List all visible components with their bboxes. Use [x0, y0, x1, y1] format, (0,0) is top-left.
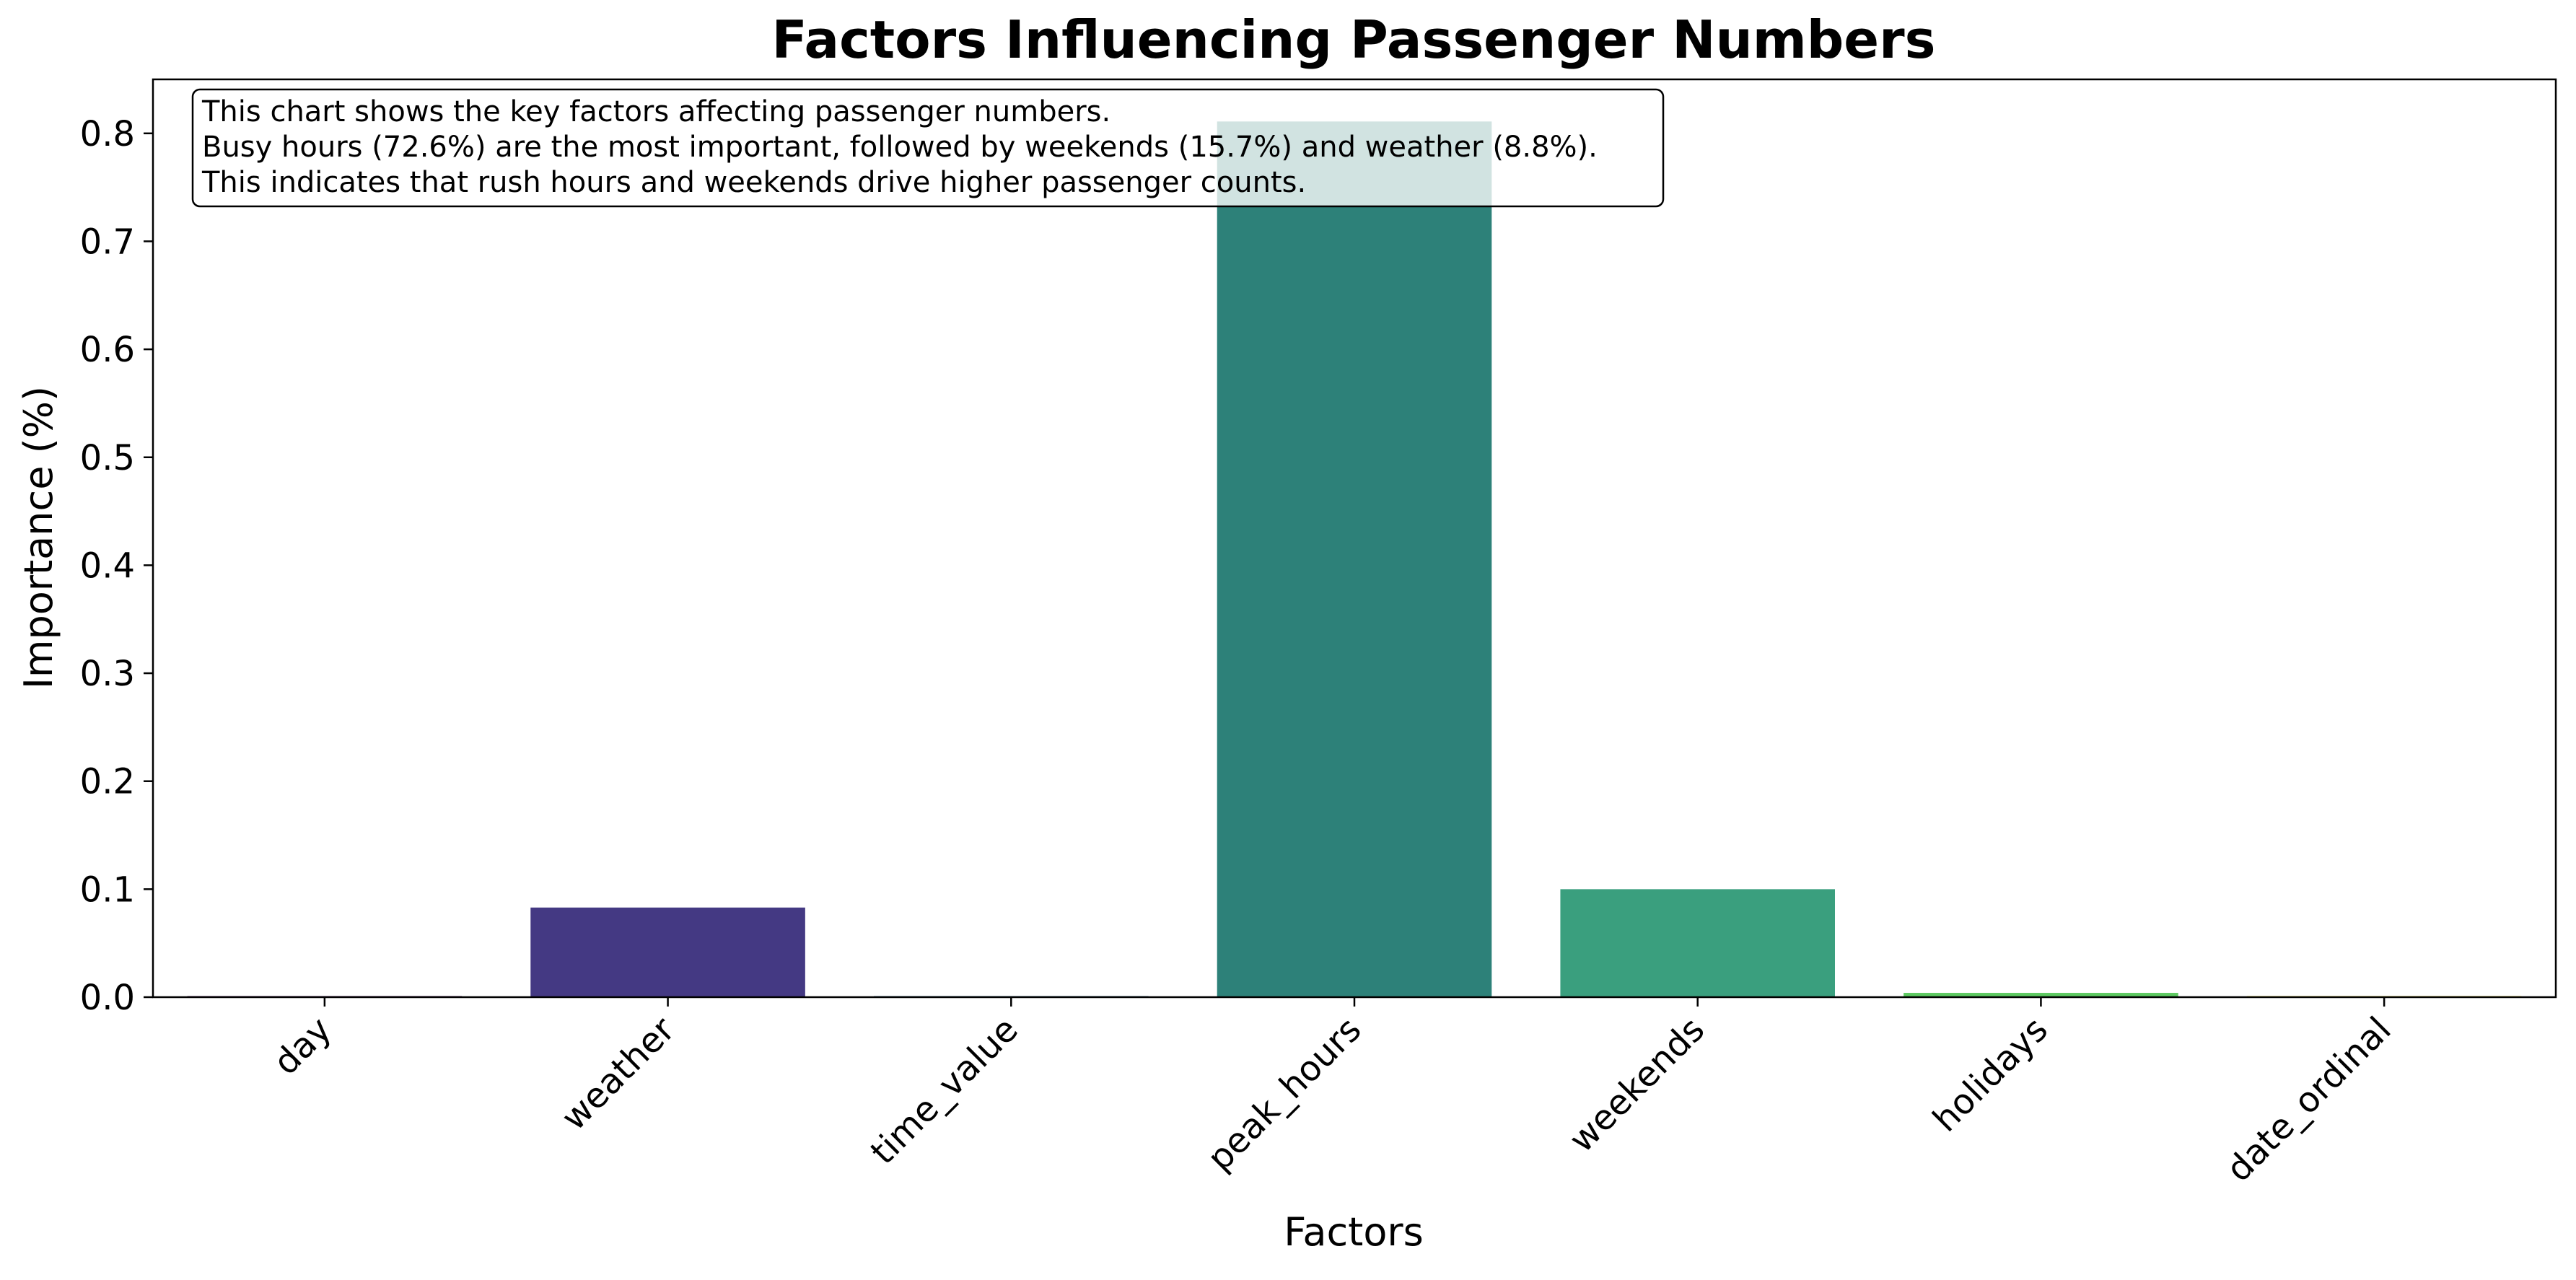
annotation-line: This chart shows the key factors affecti… — [201, 95, 1110, 128]
annotation-box: This chart shows the key factors affecti… — [191, 88, 1665, 208]
x-tick-label-day: day — [266, 1009, 339, 1083]
bar-peak_hours — [1217, 121, 1492, 998]
annotation-box-frame — [191, 88, 1665, 208]
y-tick-label: 0.3 — [80, 654, 135, 694]
bars-layer — [187, 121, 2522, 998]
y-tick-label: 0.5 — [80, 438, 135, 478]
x-tick-label-weekends: weekends — [1561, 1009, 1712, 1160]
y-tick-label: 0.0 — [80, 978, 135, 1018]
annotation-line: This indicates that rush hours and weeke… — [201, 166, 1306, 199]
x-tick-label-peak_hours: peak_hours — [1200, 1009, 1370, 1179]
y-axis-label: Importance (%) — [16, 386, 61, 689]
annotation-line: Busy hours (72.6%) are the most importan… — [202, 131, 1598, 164]
x-tick-label-holidays: holidays — [1925, 1009, 2056, 1140]
bar-holidays — [1903, 993, 2178, 997]
x-axis-label: Factors — [1284, 1209, 1423, 1255]
bar-weekends — [1560, 889, 1835, 997]
x-tick-label-time_value: time_value — [863, 1009, 1026, 1172]
y-tick-label: 0.6 — [80, 330, 135, 370]
y-tick-label: 0.2 — [80, 762, 135, 802]
x-tick-label-date_ordinal: date_ordinal — [2219, 1009, 2399, 1190]
y-tick-label: 0.1 — [80, 869, 135, 910]
y-tick-label: 0.8 — [80, 114, 135, 154]
y-tick-label: 0.4 — [80, 545, 135, 586]
bar-weather — [530, 907, 805, 997]
chart-title: Factors Influencing Passenger Numbers — [772, 9, 1936, 70]
x-tick-label-weather: weather — [553, 1009, 683, 1139]
y-tick-label: 0.7 — [80, 222, 135, 262]
